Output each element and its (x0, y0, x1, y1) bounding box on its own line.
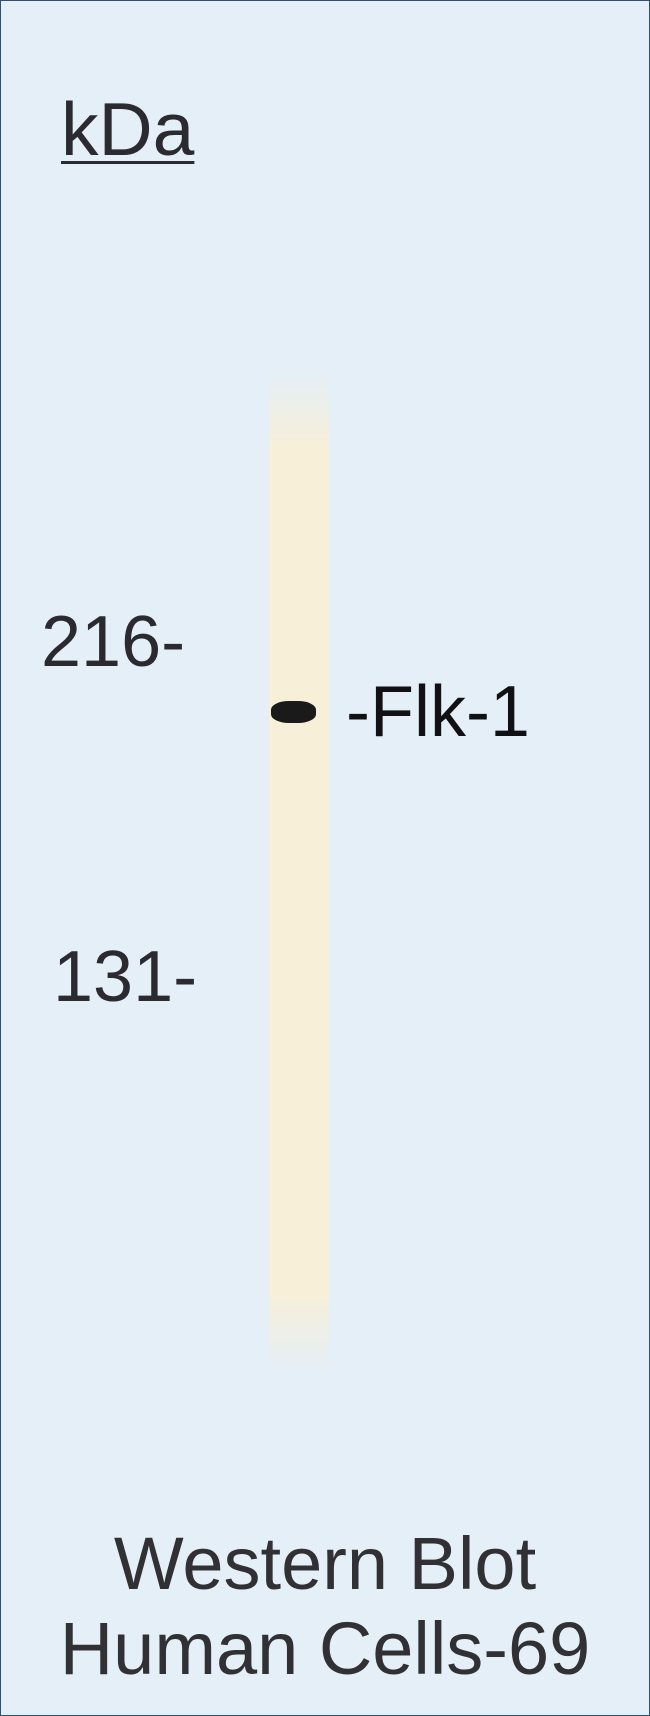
caption-line-2: Human Cells-69 (1, 1606, 649, 1691)
blot-lane (269, 371, 329, 1371)
caption-line-1: Western Blot (1, 1521, 649, 1606)
western-blot-figure: kDa 216- 131- -Flk-1 Western BlotHuman Cells… (0, 0, 650, 1716)
mw-marker-216: 216- (41, 601, 185, 683)
kda-unit-label: kDa (61, 86, 194, 172)
figure-caption: Western BlotHuman Cells-69 (1, 1521, 649, 1691)
protein-band (271, 701, 316, 723)
protein-name-label: -Flk-1 (346, 671, 530, 753)
mw-marker-131: 131- (53, 936, 197, 1018)
